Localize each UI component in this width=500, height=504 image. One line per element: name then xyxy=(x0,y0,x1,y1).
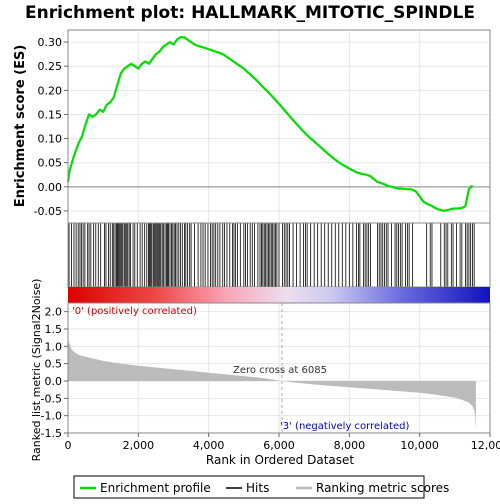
es-panel: -0.05 0.00 0.05 0.10 0.15 0.20 0.25 0.30 Enrich… xyxy=(13,30,490,223)
metric-y-tick-label: 2.0 xyxy=(45,306,63,319)
legend-item-label: Ranking metric scores xyxy=(316,481,449,495)
enrichment-profile-line xyxy=(68,37,472,211)
chart-title: Enrichment plot: HALLMARK_MITOTIC_SPINDL… xyxy=(25,3,475,23)
es-y-tick-label: 0.10 xyxy=(38,133,63,146)
es-y-label: Enrichment score (ES) xyxy=(13,45,28,208)
ranking-metric-area xyxy=(68,336,476,428)
es-gridlines xyxy=(68,30,490,223)
es-y-tick-label: 0.25 xyxy=(38,60,63,73)
x-tick-label: 8,000 xyxy=(334,439,366,452)
negative-correlation-label: '3' (negatively correlated) xyxy=(280,421,409,432)
metric-y-label: Ranked list metric (Signal2Noise) xyxy=(30,279,43,462)
es-y-tick-label: 0.00 xyxy=(38,181,63,194)
x-tick-label: 10,000 xyxy=(400,439,439,452)
legend: Enrichment profile Hits Ranking metric sco… xyxy=(74,476,449,498)
es-y-tick-label: 0.20 xyxy=(38,84,63,97)
metric-panel: Zero cross at 6085 '0' (positively corre… xyxy=(30,279,490,462)
es-y-tick-label: 0.05 xyxy=(38,157,63,170)
legend-item-label: Hits xyxy=(246,481,269,495)
metric-y-ticks: -1.5 -1.0 -0.5 0.0 0.5 1.0 1.5 2.0 xyxy=(41,306,68,440)
positive-correlation-label: '0' (positively correlated) xyxy=(72,306,197,317)
metric-y-tick-label: 0.5 xyxy=(45,358,63,371)
x-axis-ticks: 0 2,000 4,000 6,000 8,000 10,000 12,000 xyxy=(65,433,500,452)
rank-color-bar xyxy=(68,287,490,303)
metric-y-tick-label: 0.0 xyxy=(45,375,63,388)
x-tick-label: 6,000 xyxy=(263,439,295,452)
es-y-tick-label: -0.05 xyxy=(34,205,62,218)
metric-y-tick-label: 1.5 xyxy=(45,323,63,336)
es-y-tick-label: 0.30 xyxy=(38,36,63,49)
es-y-ticks: -0.05 0.00 0.05 0.10 0.15 0.20 0.25 0.30 xyxy=(34,36,68,218)
hit-marks xyxy=(69,223,474,287)
legend-item-label: Enrichment profile xyxy=(100,481,211,495)
x-tick-label: 2,000 xyxy=(123,439,155,452)
metric-y-tick-label: -0.5 xyxy=(41,392,62,405)
x-tick-label: 12,000 xyxy=(471,439,500,452)
hits-panel xyxy=(68,223,490,287)
metric-y-tick-label: 1.0 xyxy=(45,340,63,353)
x-tick-label: 0 xyxy=(65,439,72,452)
zero-cross-label: Zero cross at 6085 xyxy=(233,365,327,376)
x-tick-label: 4,000 xyxy=(193,439,225,452)
metric-y-tick-label: -1.0 xyxy=(41,410,62,423)
metric-y-tick-label: -1.5 xyxy=(41,427,62,440)
x-axis-label: Rank in Ordered Dataset xyxy=(206,453,354,467)
legend-items: Enrichment profile Hits Ranking metric sco… xyxy=(80,481,449,495)
es-y-tick-label: 0.15 xyxy=(38,108,63,121)
